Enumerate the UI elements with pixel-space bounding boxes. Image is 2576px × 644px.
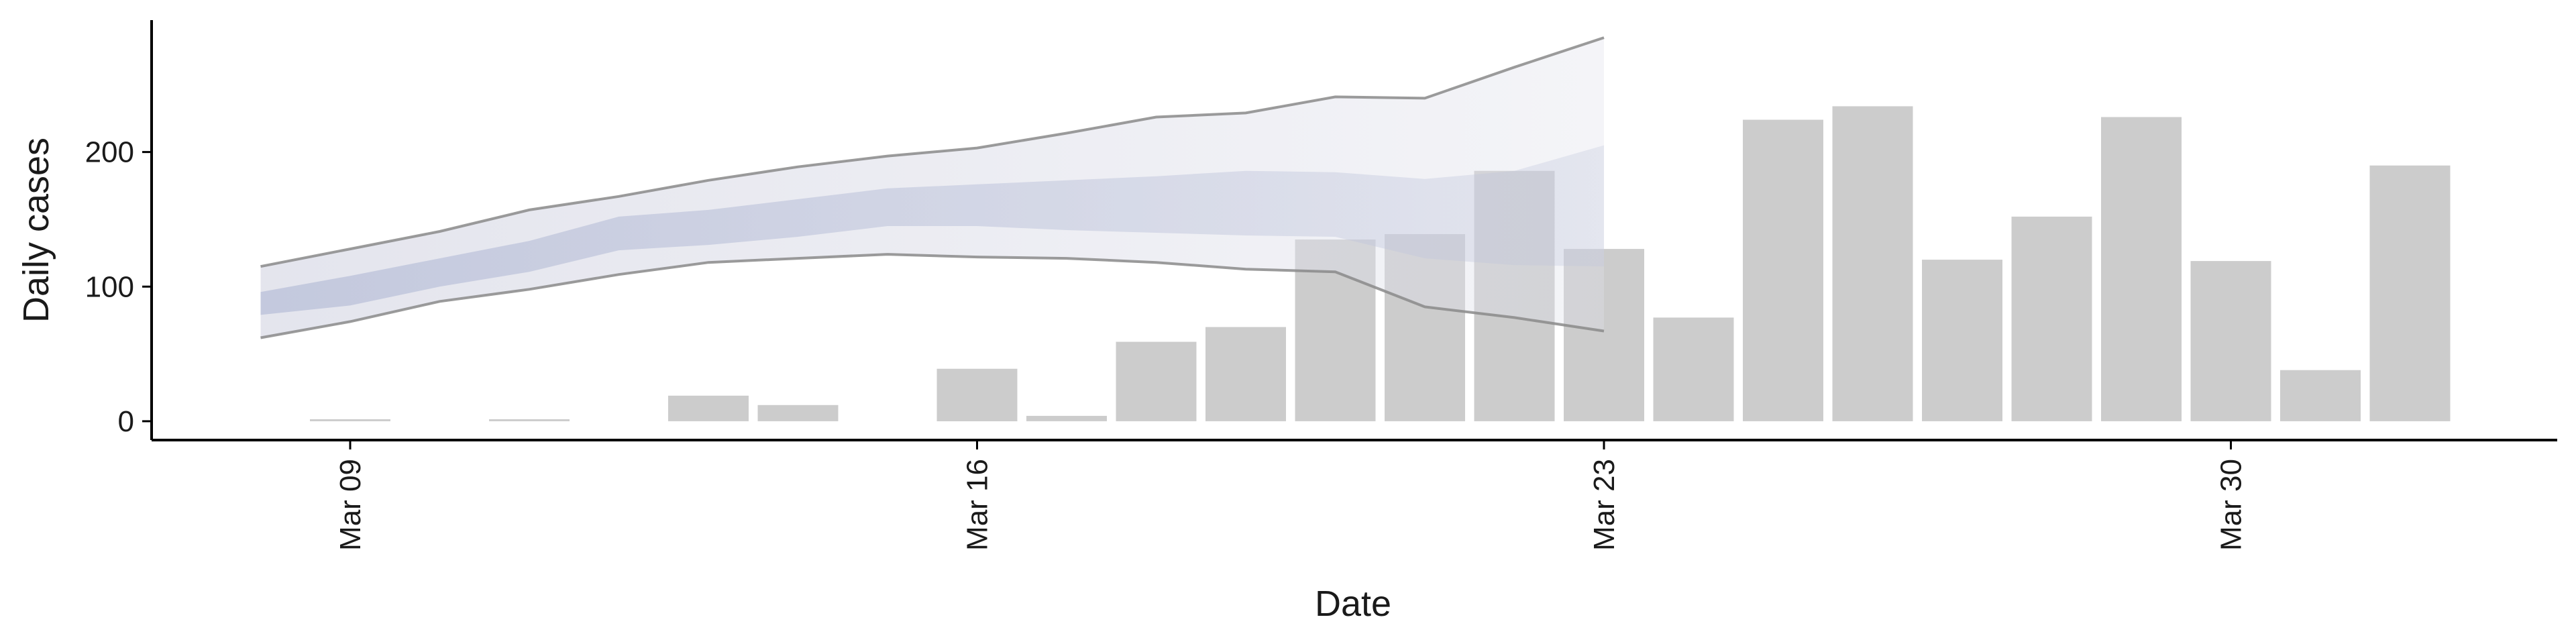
x-tick-label-2020-03-16: Mar 16 bbox=[961, 459, 994, 551]
outer-upper-line bbox=[260, 36, 1605, 268]
x-tick-label-2020-03-09: Mar 09 bbox=[334, 459, 367, 551]
bar-2020-03-25 bbox=[1743, 119, 1823, 421]
axes: 0 100 200 Mar 09 Mar 16 Mar 23 Mar 30 bbox=[85, 20, 2557, 551]
bar-2020-03-18 bbox=[1116, 341, 1197, 421]
y-tick-label-200: 200 bbox=[85, 136, 134, 169]
bar-2020-03-26 bbox=[1832, 106, 1913, 421]
x-tick-label-2020-03-23: Mar 23 bbox=[1588, 459, 1621, 551]
bar-2020-04-01 bbox=[2369, 165, 2451, 421]
bar-2020-03-13 bbox=[668, 395, 749, 421]
plot-area bbox=[260, 36, 2451, 421]
y-axis-title: Daily cases bbox=[16, 138, 56, 323]
bar-2020-03-14 bbox=[757, 405, 839, 421]
bar-2020-03-27 bbox=[1922, 260, 2002, 421]
bar-2020-03-28 bbox=[2011, 216, 2092, 421]
bar-2020-03-11 bbox=[489, 419, 570, 421]
bar-2020-03-09 bbox=[310, 419, 390, 421]
outer-lower-line bbox=[260, 253, 1605, 339]
x-axis-title: Date bbox=[1315, 584, 1391, 624]
bar-2020-03-17 bbox=[1026, 415, 1107, 421]
bar-2020-03-31 bbox=[2280, 370, 2361, 421]
bar-2020-03-29 bbox=[2101, 117, 2182, 421]
inner-interval-band bbox=[260, 145, 1604, 315]
y-tick-label-100: 100 bbox=[85, 270, 134, 303]
y-tick-label-0: 0 bbox=[118, 405, 134, 438]
bar-2020-03-24 bbox=[1653, 317, 1734, 421]
bar-2020-03-16 bbox=[936, 368, 1018, 421]
bar-2020-03-19 bbox=[1205, 327, 1286, 421]
bar-2020-03-30 bbox=[2190, 261, 2271, 421]
x-tick-label-2020-03-30: Mar 30 bbox=[2215, 459, 2248, 551]
